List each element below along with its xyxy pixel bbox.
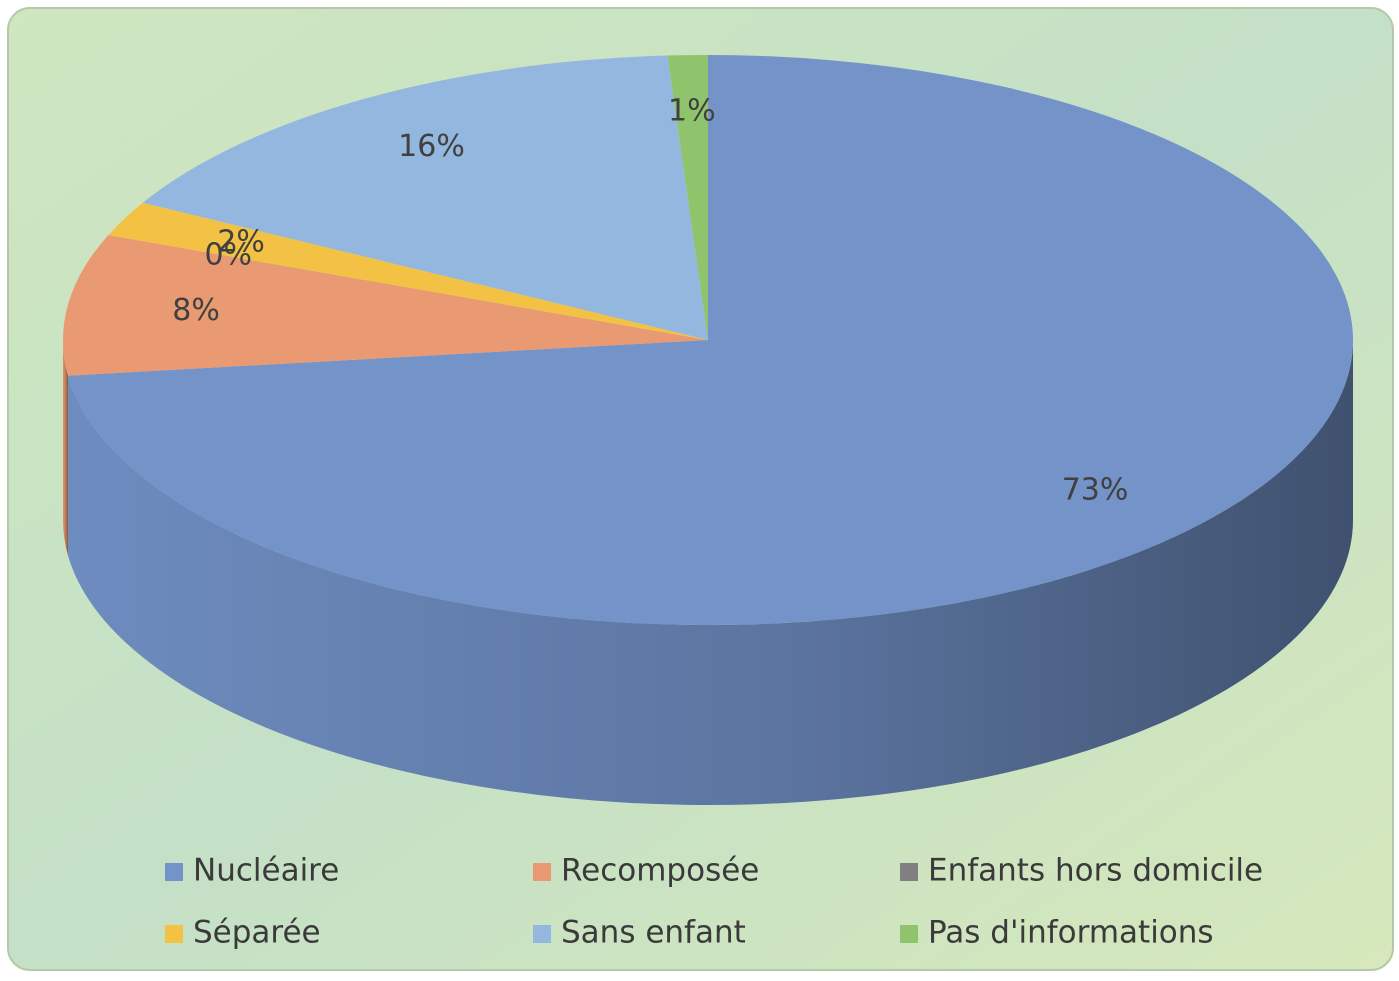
slice	[142, 55, 708, 341]
legend-swatch	[533, 925, 551, 943]
data-label: 16%	[398, 129, 465, 164]
legend-swatch	[165, 863, 183, 881]
slice	[68, 55, 1353, 625]
legend-label: Enfants hors domicile	[928, 853, 1263, 889]
legend-label: Sans enfant	[561, 915, 746, 951]
legend-label: Nucléaire	[193, 853, 339, 889]
slice-side-shade	[68, 340, 1353, 806]
legend-swatch	[900, 925, 918, 943]
legend-label: Séparée	[193, 915, 321, 951]
legend-label: Pas d'informations	[928, 915, 1214, 951]
slice	[62, 235, 708, 376]
legend-label: Recomposée	[561, 853, 759, 889]
legend-swatch	[165, 925, 183, 943]
data-label: 0%	[204, 238, 252, 273]
data-label: 8%	[172, 293, 220, 328]
data-label: 1%	[668, 94, 716, 129]
legend-swatch	[900, 863, 918, 881]
slice	[108, 202, 708, 340]
slice	[667, 55, 708, 340]
slice-side-shade	[63, 340, 69, 556]
data-label: 2%	[217, 224, 265, 259]
legend-swatch	[533, 863, 551, 881]
data-label: 73%	[1062, 472, 1129, 507]
